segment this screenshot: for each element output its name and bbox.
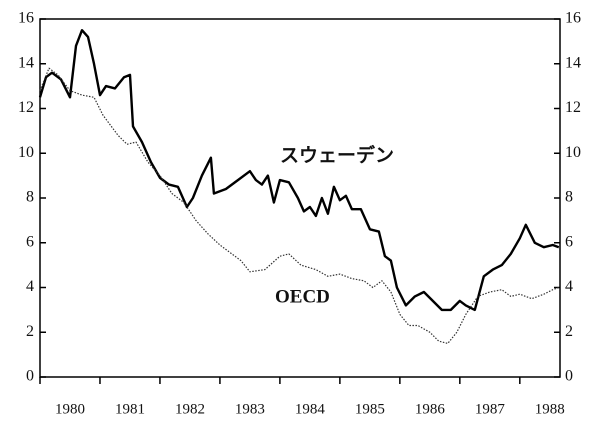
- y2-tick-label: 0: [565, 368, 573, 385]
- series-label: スウェーデン: [280, 143, 394, 166]
- y2-tick-label: 8: [565, 189, 573, 206]
- y-tick-label: 8: [26, 189, 34, 206]
- x-tick-label: 1987: [475, 401, 506, 417]
- series-line: [38, 29, 560, 312]
- y-tick-label: 10: [18, 144, 34, 161]
- y-tick-label: 14: [18, 54, 34, 71]
- x-tick-label: 1982: [175, 401, 205, 417]
- series-line: [39, 67, 560, 344]
- y-tick-label: 12: [18, 99, 34, 116]
- y2-tick-label: 14: [565, 54, 581, 71]
- y-tick-label: 6: [26, 233, 34, 250]
- x-tick-label: 1988: [535, 401, 565, 417]
- x-tick-label: 1984: [295, 401, 326, 417]
- plot-frame: [39, 18, 561, 378]
- y2-tick-label: 10: [565, 144, 581, 161]
- y2-tick-label: 6: [565, 233, 573, 250]
- y-tick-label: 4: [26, 278, 34, 295]
- x-tick-label: 1981: [115, 401, 145, 417]
- x-tick-label: 1983: [235, 401, 265, 417]
- y2-tick-label: 16: [565, 10, 581, 27]
- y2-tick-label: 2: [565, 323, 573, 340]
- x-tick-label: 1980: [55, 401, 85, 417]
- x-tick-label: 1986: [415, 401, 446, 417]
- y-tick-label: 0: [26, 368, 34, 385]
- series-label: OECD: [275, 286, 330, 307]
- y2-tick-label: 12: [565, 99, 581, 116]
- y-tick-label: 16: [18, 10, 34, 27]
- x-tick-label: 1985: [355, 401, 385, 417]
- y2-tick-label: 4: [565, 278, 573, 295]
- y-tick-label: 2: [26, 323, 34, 340]
